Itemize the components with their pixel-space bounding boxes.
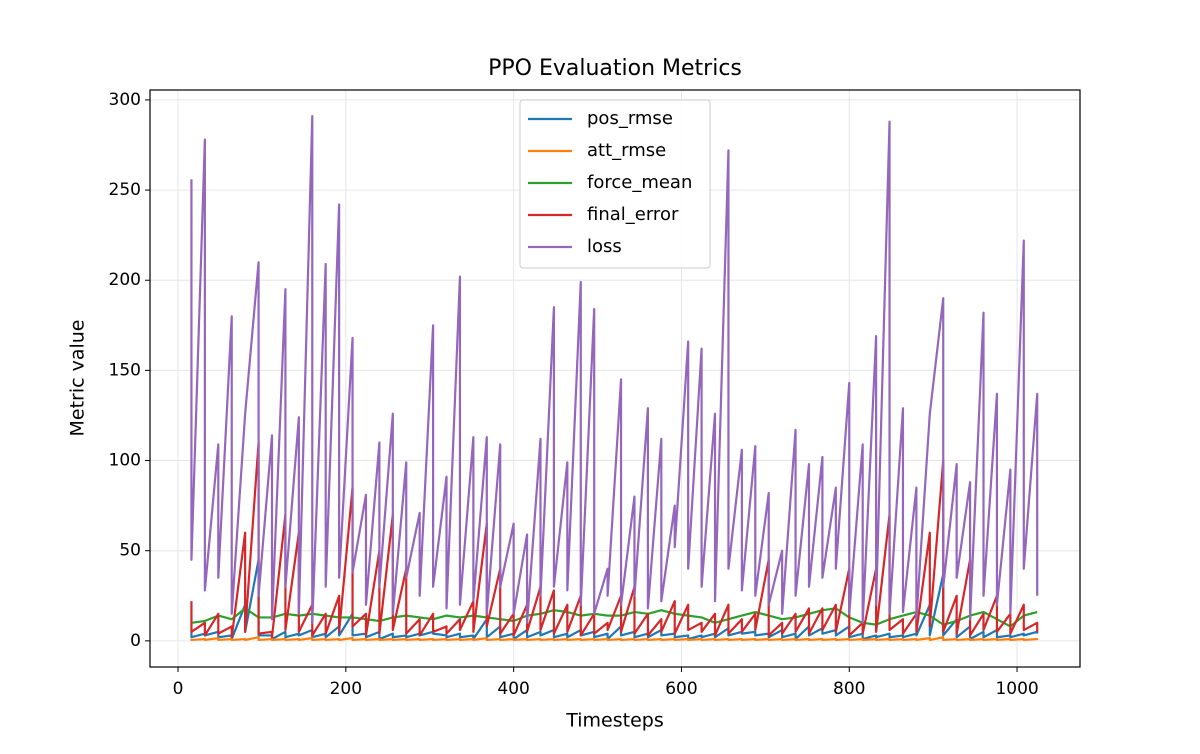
x-tick-label: 1000 (995, 679, 1038, 699)
y-axis-label: Metric value (67, 319, 89, 436)
legend-label: force_mean (587, 172, 692, 193)
x-axis-label: Timesteps (565, 710, 664, 732)
legend-box (519, 99, 711, 269)
y-tick-label: 300 (109, 90, 141, 110)
y-tick-label: 150 (109, 360, 141, 380)
x-tick-label: 800 (833, 679, 865, 699)
series-line (190, 115, 1039, 624)
y-tick-label: 0 (130, 631, 141, 651)
legend-label: loss (587, 236, 622, 257)
x-tick-label: 400 (497, 679, 529, 699)
series-line (190, 441, 1039, 639)
plot-frame (149, 89, 1081, 668)
legend-label: final_error (587, 204, 679, 225)
x-tick-label: 0 (173, 679, 184, 699)
x-tick-label: 600 (665, 679, 697, 699)
y-tick-label: 100 (109, 451, 141, 471)
series-line (190, 636, 1039, 642)
legend: pos_rmse att_rmse force_mean final_errorlos… (519, 99, 711, 269)
series-line (190, 558, 1039, 641)
legend-label: pos_rmse (587, 108, 673, 129)
y-tick-label: 50 (119, 541, 141, 561)
x-tick-label: 200 (330, 679, 362, 699)
chart-title: PPO Evaluation Metrics (488, 56, 742, 81)
legend-label: att_rmse (587, 140, 666, 161)
y-tick-label: 250 (109, 180, 141, 200)
y-tick-label: 200 (109, 270, 141, 290)
